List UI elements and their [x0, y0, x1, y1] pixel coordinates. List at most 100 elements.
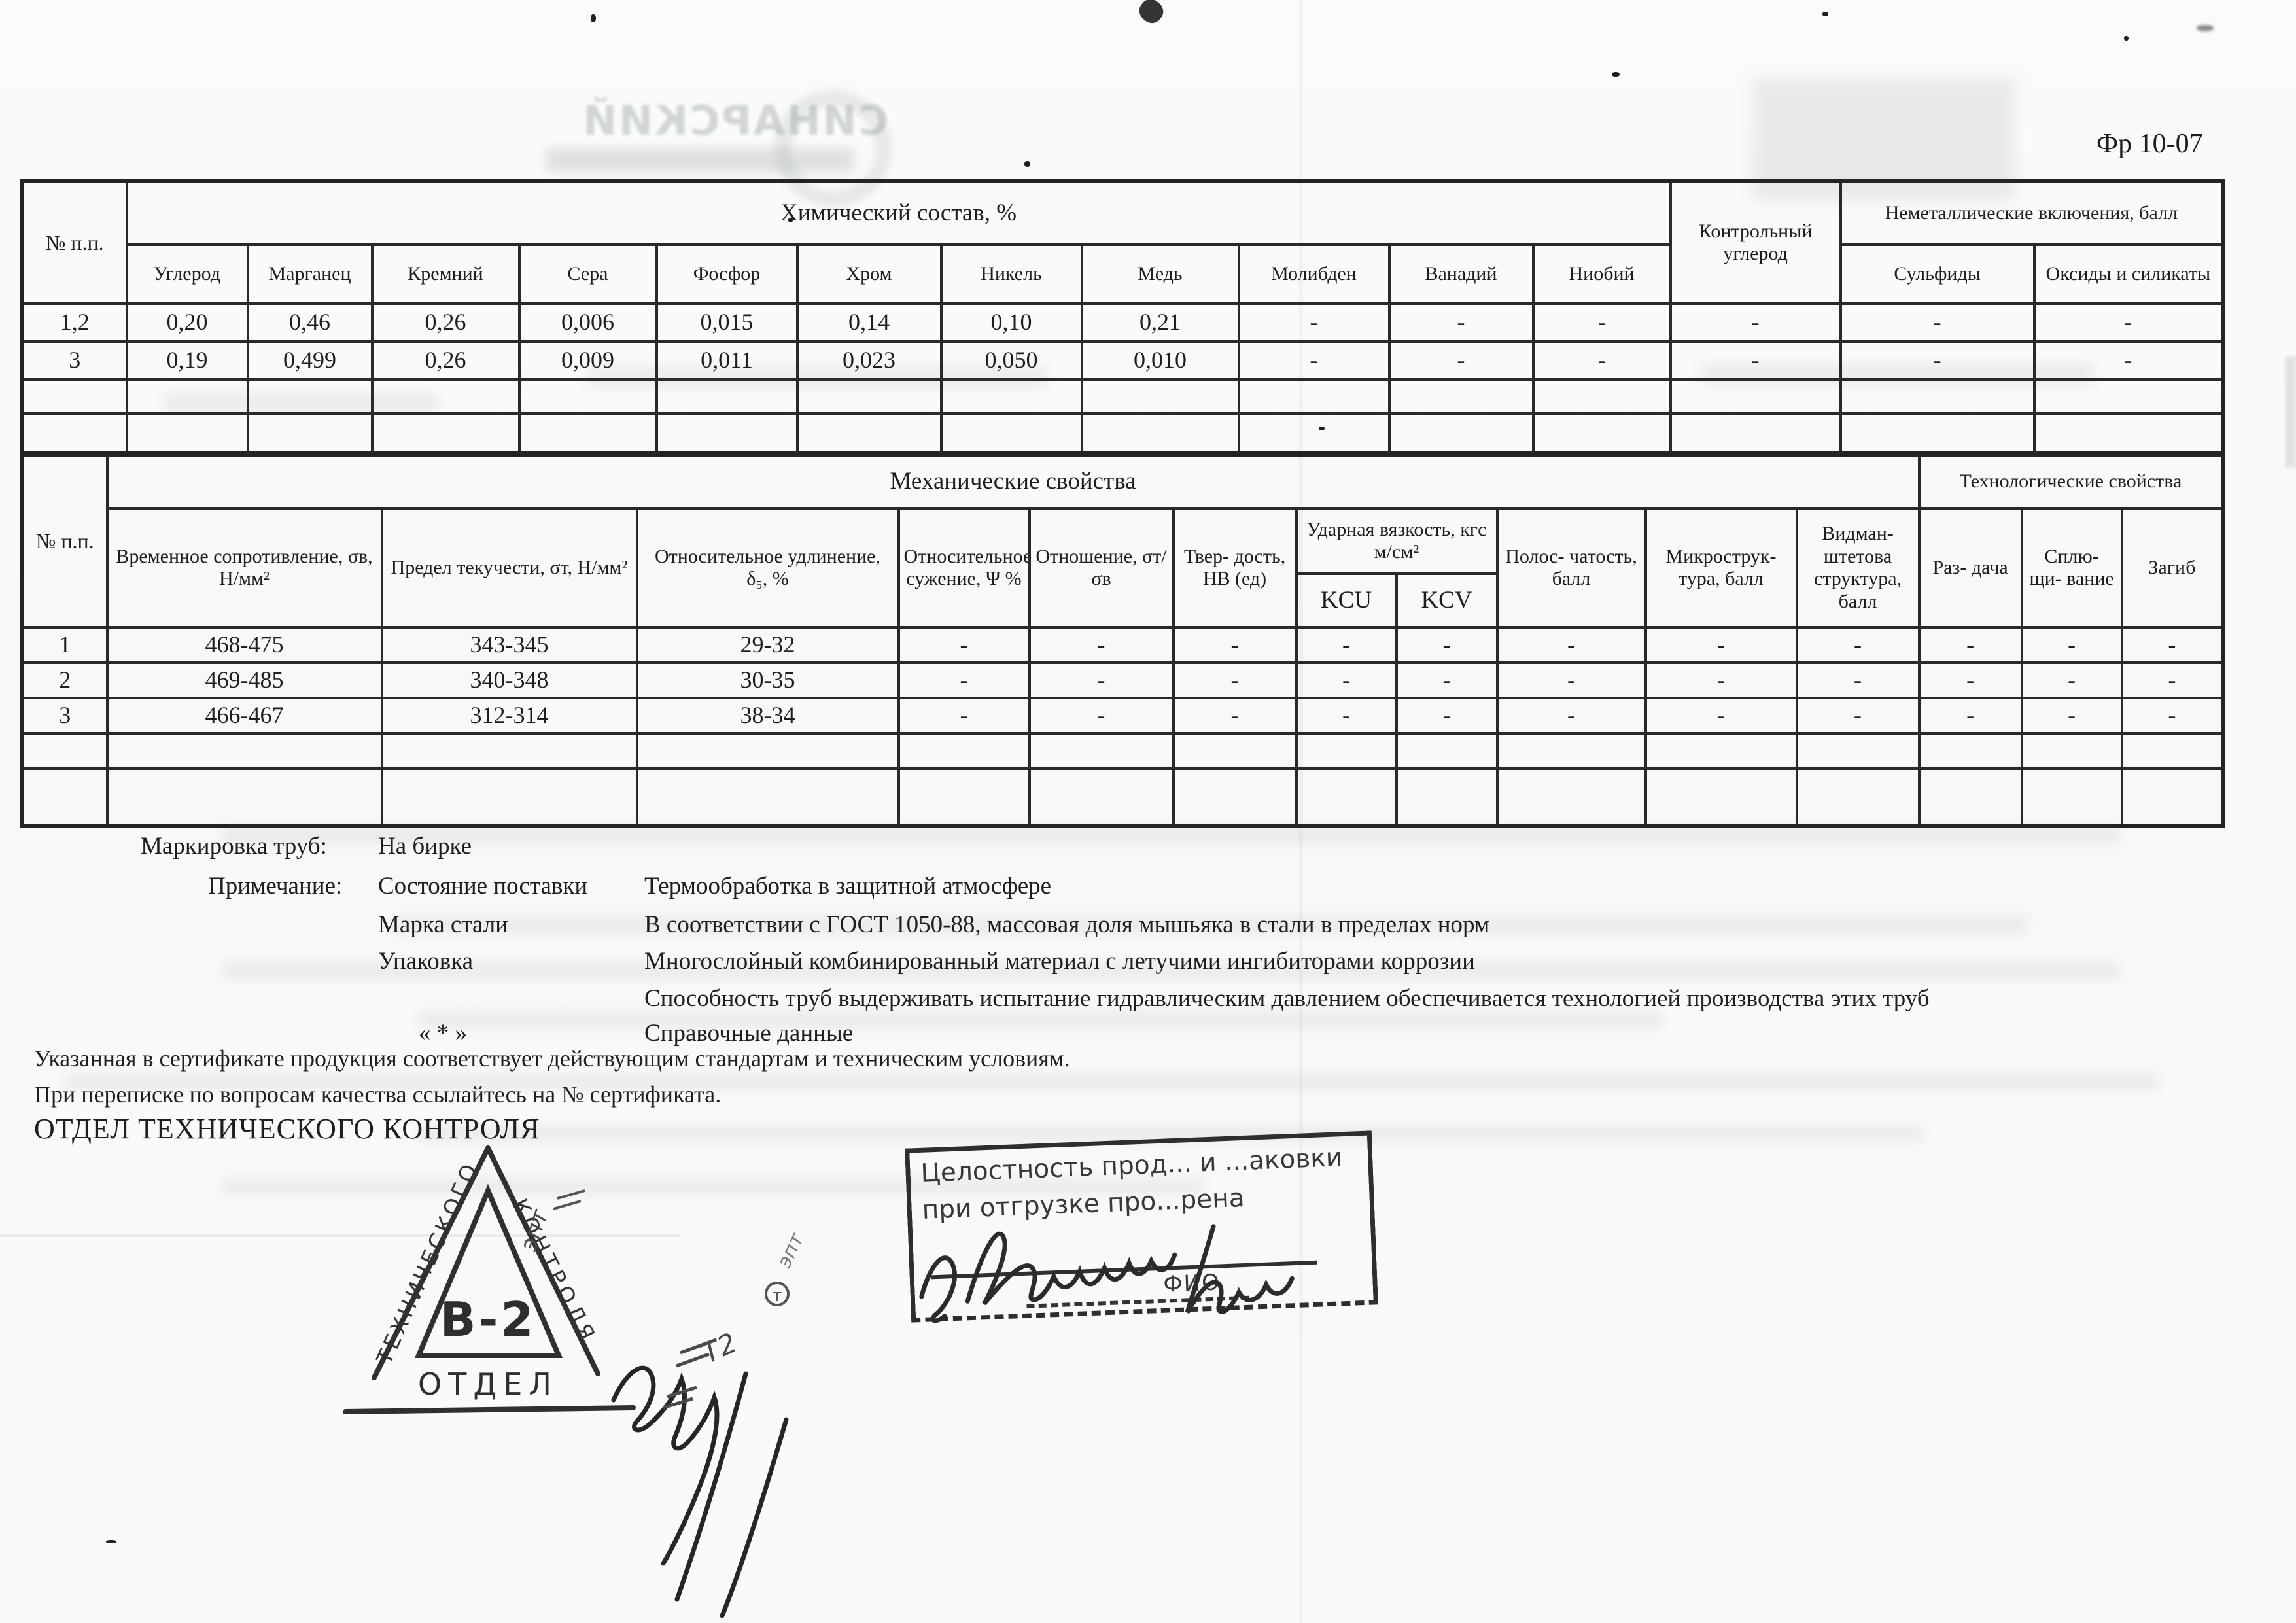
note-label: Примечание:	[208, 873, 343, 899]
handwritten-marks	[553, 1189, 585, 1210]
table-cell: 30-35	[635, 661, 900, 699]
handwritten-signature	[919, 1224, 1295, 1323]
table-cell: -	[2020, 661, 2123, 699]
table-cell: 0,14	[795, 302, 943, 343]
table-cell: -	[897, 626, 1031, 664]
table-cell: 466-467	[105, 697, 383, 735]
ghost-artifact	[419, 1011, 1661, 1029]
table-cell: -	[1237, 340, 1391, 381]
table-row-empty	[20, 412, 2225, 457]
mech-col-kcu: KCU	[1295, 572, 1398, 629]
stamp-inner-triangle	[414, 1183, 563, 1358]
table-cell: 1,2	[20, 302, 128, 343]
note-value: Многослойный комбинированный материал с …	[644, 948, 1475, 975]
ghost-artifact	[546, 148, 854, 173]
integrity-box-stamp: Целостность прод... и ...аковки при отгр…	[905, 1130, 1378, 1323]
chemical-composition-table: № п.п. Химический состав, % Контрольный …	[20, 179, 2226, 457]
mech-col-yield: Предел текучести, σт, Н/мм²	[380, 507, 638, 629]
table-cell: 0,009	[517, 340, 658, 381]
table-cell: 0,21	[1080, 302, 1240, 343]
table-cell: 0,46	[246, 302, 374, 343]
table-cell: 0,499	[246, 340, 374, 381]
chem-col-header: Марганец	[246, 243, 374, 305]
table-cell: -	[1172, 661, 1298, 699]
note-value: Способность труб выдерживать испытание г…	[644, 985, 1930, 1012]
table-cell: -	[1917, 626, 2023, 664]
table-cell: -	[1644, 697, 1798, 735]
chem-col-control-carbon: Контрольный углерод	[1669, 179, 1842, 305]
table-cell: -	[1395, 626, 1499, 664]
chem-col-oxides: Оксиды и силикаты	[2032, 243, 2225, 305]
marking-label: Маркировка труб:	[141, 833, 327, 860]
note-key: Марка стали	[378, 911, 508, 938]
table-cell: 0,26	[370, 302, 521, 343]
chem-col-header: Медь	[1080, 243, 1240, 305]
table-cell: 0,010	[1080, 340, 1240, 381]
mech-col-microstructure: Микрострук- тура, балл	[1644, 507, 1798, 629]
handwritten-note: эпт	[773, 1229, 809, 1272]
table-cell: 38-34	[635, 697, 900, 735]
ink-speck	[2124, 36, 2129, 41]
chem-col-header: Кремний	[370, 243, 521, 305]
mech-col-bend: Загиб	[2120, 507, 2225, 629]
mech-group-technological: Технологические свойства	[1917, 452, 2225, 510]
mech-col-impact: Ударная вязкость, кгс м/см²	[1295, 507, 1499, 575]
note-key: Состояние поставки	[378, 873, 588, 899]
marking-value: На бирке	[378, 833, 472, 860]
table-cell: -	[2032, 340, 2225, 381]
mech-col-row-number: № п.п.	[20, 452, 109, 629]
mech-col-expansion: Раз- дача	[1917, 507, 2023, 629]
mech-col-flattening: Сплю- щи- вание	[2020, 507, 2123, 629]
table-cell: 343-345	[380, 626, 638, 664]
chem-group-composition: Химический состав, %	[125, 179, 1672, 246]
chem-col-header: Ванадий	[1387, 243, 1535, 305]
table-cell: 29-32	[635, 626, 900, 664]
table-cell: -	[1531, 340, 1672, 381]
table-cell: 0,011	[655, 340, 799, 381]
table-cell: -	[1172, 697, 1298, 735]
table-row-empty	[20, 732, 2225, 770]
table-cell: -	[1028, 661, 1175, 699]
table-cell: -	[2120, 661, 2225, 699]
table-cell: -	[897, 661, 1031, 699]
table-cell: -	[1387, 302, 1535, 343]
mech-col-hardness: Твер- дость, НВ (ед)	[1172, 507, 1298, 629]
table-cell: -	[1795, 626, 1921, 664]
table-row: 1,2 0,20 0,46 0,26 0,006 0,015 0,14 0,10…	[20, 302, 2225, 343]
ink-speck	[1822, 12, 1828, 16]
stamp-outline	[485, 1145, 600, 1376]
handwritten-note: т	[772, 1286, 782, 1306]
table-cell: -	[1295, 661, 1398, 699]
table-cell: -	[1028, 626, 1175, 664]
mech-col-tensile: Временное сопротивление, σв, Н/мм²	[105, 507, 383, 629]
stamp-underline	[343, 1405, 636, 1414]
table-cell: -	[1295, 697, 1398, 735]
form-code: Фр 10-07	[2096, 129, 2203, 159]
table-cell: -	[1531, 302, 1672, 343]
table-cell: -	[1917, 661, 2023, 699]
table-cell: -	[1028, 697, 1175, 735]
chem-col-header: Фосфор	[655, 243, 799, 305]
table-cell: -	[2020, 697, 2123, 735]
table-row-empty	[20, 767, 2225, 828]
handwritten-marks	[663, 1338, 717, 1410]
table-cell: -	[2032, 302, 2225, 343]
note-value: Справочные данные	[644, 1020, 854, 1047]
chem-col-row-number: № п.п.	[20, 179, 128, 305]
page-edge-shadow	[2286, 357, 2296, 468]
footer-compliance-line: Указанная в сертификате продукция соотве…	[34, 1045, 1070, 1072]
quality-control-department-title: ОТДЕЛ ТЕХНИЧЕСКОГО КОНТРОЛЯ	[34, 1113, 540, 1145]
table-row: 2 469-485 340-348 30-35 - - - - - - - - …	[20, 661, 2225, 699]
table-cell: 3	[20, 697, 109, 735]
table-cell: -	[2120, 697, 2225, 735]
table-cell: 0,023	[795, 340, 943, 381]
mech-col-reduction: Относительное сужение, Ψ %	[897, 507, 1031, 629]
stamp-bottom-word: ОТДЕЛ	[418, 1367, 558, 1402]
table-cell: -	[1495, 661, 1647, 699]
table-cell: 312-314	[380, 697, 638, 735]
table-row: 3 0,19 0,499 0,26 0,009 0,011 0,023 0,05…	[20, 340, 2225, 381]
table-row-empty	[20, 378, 2225, 415]
table-cell: -	[1644, 626, 1798, 664]
handwritten-note: Т2	[697, 1327, 742, 1370]
chem-col-header: Молибден	[1237, 243, 1391, 305]
